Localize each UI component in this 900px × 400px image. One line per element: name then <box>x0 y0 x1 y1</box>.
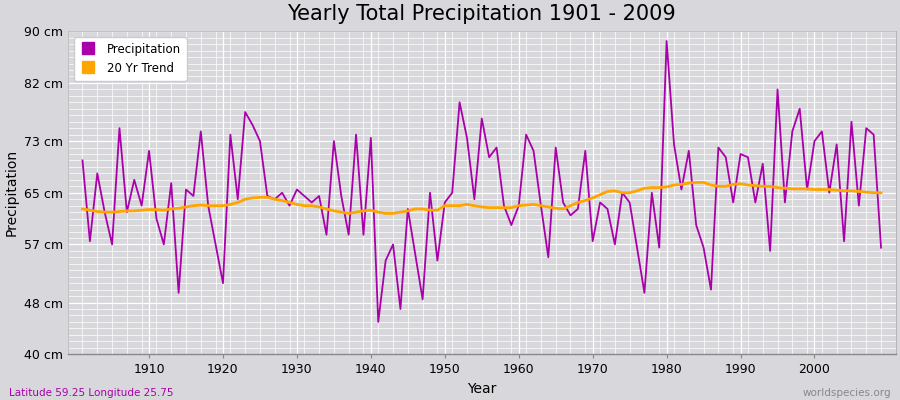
Precipitation <box>77 158 88 163</box>
20 Yr Trend <box>77 206 88 211</box>
Y-axis label: Precipitation: Precipitation <box>4 149 18 236</box>
X-axis label: Year: Year <box>467 382 497 396</box>
Precipitation <box>513 203 524 208</box>
Text: worldspecies.org: worldspecies.org <box>803 388 891 398</box>
Precipitation <box>373 320 383 324</box>
Line: 20 Yr Trend: 20 Yr Trend <box>83 182 881 214</box>
20 Yr Trend <box>876 190 886 195</box>
20 Yr Trend <box>299 203 310 208</box>
Precipitation <box>136 203 147 208</box>
20 Yr Trend <box>521 203 532 208</box>
Precipitation <box>299 194 310 198</box>
20 Yr Trend <box>513 203 524 208</box>
20 Yr Trend <box>691 180 702 185</box>
20 Yr Trend <box>609 188 620 193</box>
20 Yr Trend <box>343 211 354 216</box>
Legend: Precipitation, 20 Yr Trend: Precipitation, 20 Yr Trend <box>74 37 186 81</box>
Title: Yearly Total Precipitation 1901 - 2009: Yearly Total Precipitation 1901 - 2009 <box>287 4 676 24</box>
Line: Precipitation: Precipitation <box>83 41 881 322</box>
20 Yr Trend <box>351 210 362 214</box>
Text: Latitude 59.25 Longitude 25.75: Latitude 59.25 Longitude 25.75 <box>9 388 174 398</box>
Precipitation <box>521 132 532 137</box>
Precipitation <box>609 242 620 247</box>
Precipitation <box>662 38 672 43</box>
Precipitation <box>876 245 886 250</box>
Precipitation <box>343 232 354 237</box>
20 Yr Trend <box>136 208 147 213</box>
